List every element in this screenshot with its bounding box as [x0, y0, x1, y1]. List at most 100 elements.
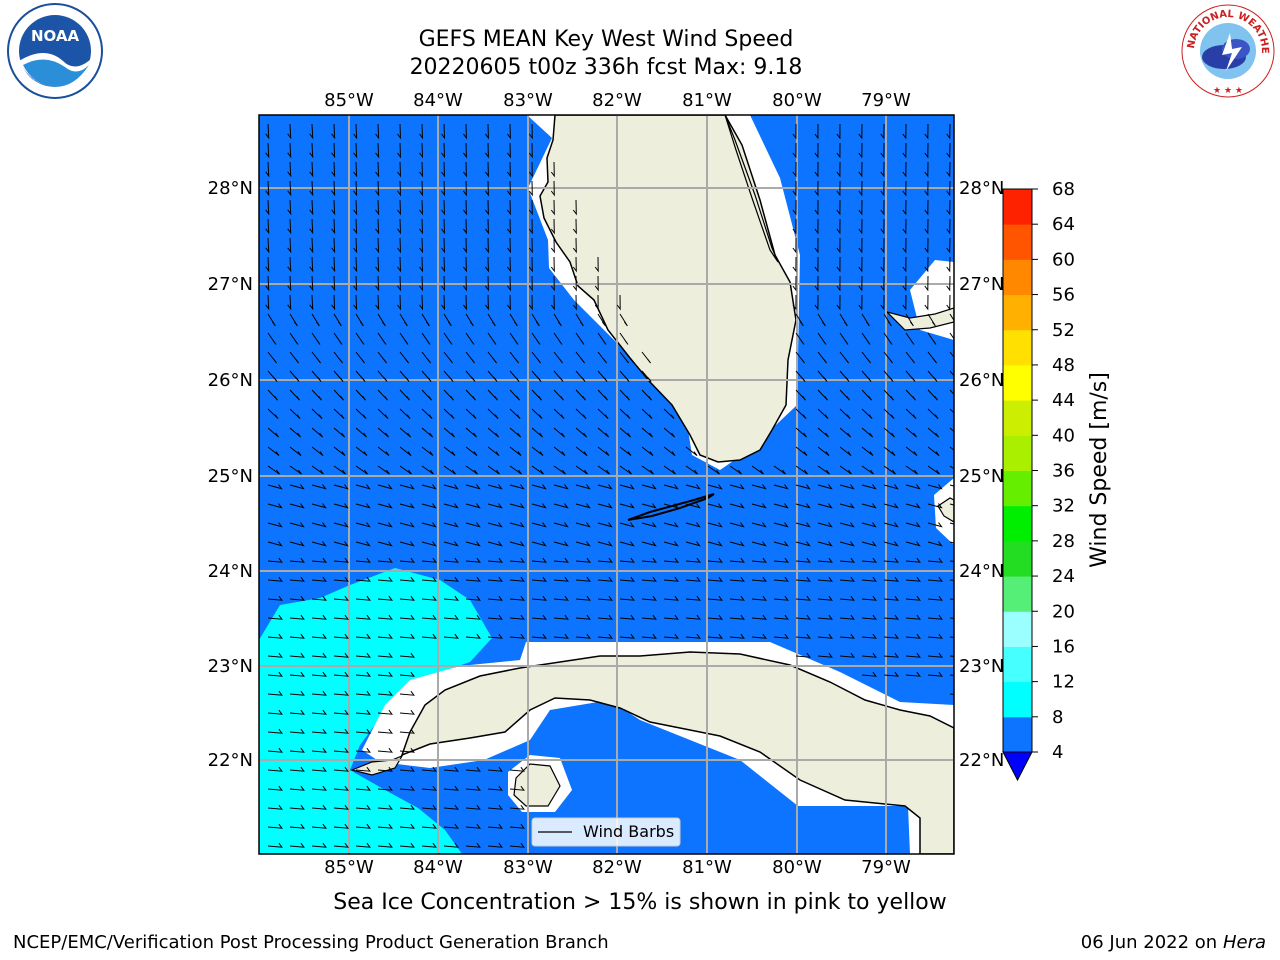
wind-barb [795, 465, 808, 475]
wind-barb [795, 541, 811, 547]
wind-barb [311, 557, 327, 563]
wind-barb [792, 237, 797, 254]
wind-barb [289, 522, 305, 528]
wind-barb [355, 747, 371, 753]
wind-barb [817, 427, 829, 438]
wind-barb [836, 237, 841, 254]
wind-barb [861, 557, 877, 563]
wind-barb [375, 161, 380, 178]
wind-barb [353, 294, 358, 311]
wind-barb [507, 161, 511, 178]
colorbar-segment-0 [1003, 716, 1032, 753]
wind-barb [333, 595, 349, 601]
wind-barb [375, 123, 380, 140]
wind-barb [575, 427, 587, 438]
wind-barb [553, 427, 565, 438]
wind-barb [902, 161, 907, 178]
wind-barb [267, 427, 279, 438]
wind-barb [507, 199, 511, 216]
wind-barb [707, 614, 723, 620]
wind-barb [289, 595, 305, 601]
colorbar-segment-3 [1003, 611, 1032, 647]
wind-barb [397, 123, 402, 140]
wind-barb [575, 446, 588, 456]
wind-barb [883, 313, 892, 327]
wind-barb [377, 766, 393, 772]
wind-barb [399, 557, 415, 563]
wind-barb [289, 671, 305, 677]
wind-barb [773, 503, 789, 509]
wind-barb [289, 766, 305, 772]
wind-barb [509, 614, 525, 620]
wind-barb [509, 522, 525, 528]
wind-barb [463, 218, 467, 235]
wind-barb [267, 522, 283, 528]
wind-barb [487, 332, 497, 345]
wind-barb [594, 294, 599, 311]
wind-barb [265, 142, 270, 159]
wind-barb [883, 332, 893, 345]
wind-barb [355, 842, 371, 848]
wind-barb [377, 671, 393, 677]
wind-barb [883, 427, 895, 438]
wind-barb [485, 237, 489, 254]
wind-barb [309, 180, 314, 197]
wind-barb [507, 294, 511, 311]
svg-text:★ ★ ★: ★ ★ ★ [1213, 86, 1243, 96]
wind-barb [927, 484, 943, 490]
wind-barb [663, 614, 679, 620]
wind-barb [924, 275, 929, 292]
wind-barb [902, 294, 907, 311]
wind-barb [309, 237, 314, 254]
wind-barb [619, 503, 635, 509]
wind-barb [792, 161, 797, 178]
lon-label-top-6: 79°W [861, 90, 911, 111]
wind-barb [377, 842, 393, 848]
wind-barb [267, 541, 283, 547]
graticule [259, 115, 954, 854]
wind-barb [880, 218, 885, 235]
wind-barb [377, 728, 393, 734]
wind-barb [751, 503, 767, 509]
wind-barb [355, 614, 371, 620]
wind-barb [289, 652, 305, 658]
wind-barb [399, 747, 415, 753]
wind-barb [375, 256, 380, 273]
colorbar-segment-8 [1003, 435, 1032, 471]
wind-barb [353, 256, 358, 273]
wind-barb [707, 503, 723, 509]
wind-barb [355, 728, 371, 734]
wind-barb [311, 522, 327, 528]
wind-barb [377, 690, 393, 696]
wind-barb [641, 427, 653, 438]
wind-barb [377, 747, 393, 753]
wind-barb [817, 389, 828, 401]
wind-barb [355, 709, 371, 715]
wind-barb [331, 161, 336, 178]
wind-barb [355, 484, 371, 490]
wind-barb [531, 408, 543, 420]
wind-barb [924, 256, 929, 273]
wind-barb [507, 180, 511, 197]
wind-barb [792, 180, 797, 197]
wind-barb [311, 446, 324, 456]
wind-barb [419, 218, 424, 235]
lon-label-bottom-0: 85°W [324, 857, 374, 878]
wind-barb [267, 576, 283, 582]
wind-barb [487, 351, 497, 364]
wind-barb [641, 595, 657, 601]
wind-barb [946, 180, 951, 197]
wind-barb [773, 541, 789, 547]
colorbar-segment-10 [1003, 364, 1032, 401]
wind-barb [355, 389, 366, 401]
wind-barb [399, 652, 415, 658]
wind-barb [619, 465, 632, 475]
wind-barb [421, 823, 437, 829]
wind-barb [924, 218, 929, 235]
lon-label-top-1: 84°W [413, 90, 463, 111]
wind-barb [399, 465, 412, 475]
wind-barb [355, 690, 371, 696]
wind-barb [509, 370, 520, 382]
wind-barb [553, 370, 564, 382]
wind-barb [465, 332, 475, 345]
